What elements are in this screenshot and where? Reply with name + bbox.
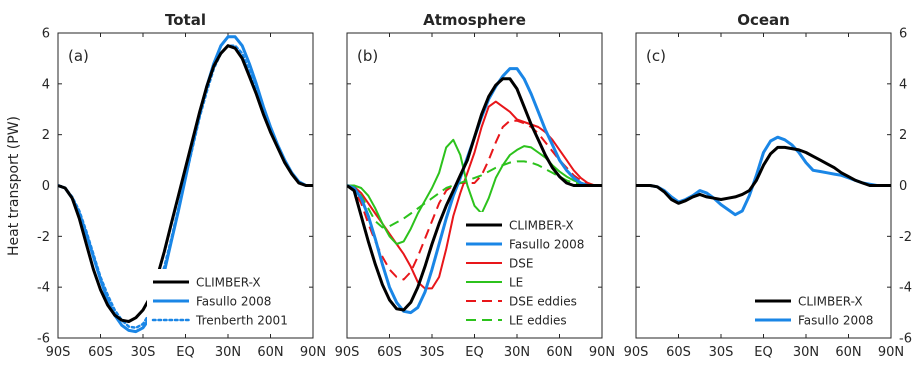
x-tick-label: 60N <box>835 345 861 360</box>
x-tick-label: 90N <box>589 345 615 360</box>
chart-title: Ocean <box>737 11 790 29</box>
legend: CLIMBER-X Fasullo 2008 DSE LE DSE eddies LE e… <box>460 212 596 334</box>
x-tick-label: 30S <box>131 345 156 360</box>
y-tick-label: 2 <box>42 128 50 143</box>
y-tick-label: 0 <box>42 179 50 194</box>
series-line-dse-eddies <box>347 119 602 281</box>
y-axis-label: Heat transport (PW) <box>6 116 22 256</box>
x-tick-label: 60S <box>666 345 691 360</box>
legend: CLIMBER-X Fasullo 2008 <box>749 288 885 334</box>
legend-entry: Fasullo 2008 <box>509 238 584 252</box>
legend-entry: DSE <box>509 257 533 271</box>
x-tick-label: 60N <box>546 345 572 360</box>
panel-label: (c) <box>646 47 666 65</box>
y-tick-label: -4 <box>899 281 912 296</box>
y-tick-label: -2 <box>37 230 50 245</box>
panel-ocean: Ocean (c) 90S 60S 30S EQ 30N 60N 90N-6 -4 -2 0 2 4 6 CL… <box>624 11 912 360</box>
legend-entry: Fasullo 2008 <box>798 314 873 328</box>
x-tick-label: 90S <box>624 345 649 360</box>
x-tick-label: EQ <box>754 345 772 360</box>
y-tick-label: -4 <box>37 281 50 296</box>
x-tick-label: 60S <box>88 345 113 360</box>
legend: CLIMBER-X Fasullo 2008 Trenberth 2001 <box>147 269 307 334</box>
series-line-climber-x <box>636 145 891 205</box>
legend-entry: LE eddies <box>509 314 567 328</box>
x-tick-label: 30S <box>420 345 445 360</box>
legend-entry: LE <box>509 276 523 290</box>
legend-entry: CLIMBER-X <box>509 219 574 233</box>
y-tick-label: -6 <box>899 332 912 347</box>
x-tick-label: 90N <box>300 345 326 360</box>
y-tick-label: 2 <box>899 128 907 143</box>
legend-box <box>460 212 596 334</box>
series-line-climber-x <box>58 44 313 323</box>
x-tick-label: 60S <box>377 345 402 360</box>
series-line-climber-x <box>347 77 602 312</box>
x-tick-label: 90N <box>878 345 904 360</box>
x-tick-label: 30N <box>215 345 241 360</box>
y-tick-label: -2 <box>899 230 912 245</box>
series-line-le-eddies <box>347 160 602 229</box>
x-tick-label: 90S <box>335 345 360 360</box>
y-tick-label: 6 <box>899 27 907 42</box>
legend-entry: CLIMBER-X <box>196 276 261 290</box>
series-line-dse <box>347 100 602 290</box>
chart-title: Atmosphere <box>423 11 526 29</box>
x-tick-label: EQ <box>465 345 483 360</box>
legend-entry: CLIMBER-X <box>798 295 863 309</box>
x-tick-label: EQ <box>176 345 194 360</box>
axes-box <box>635 32 892 339</box>
legend-entry: Fasullo 2008 <box>196 295 271 309</box>
panel-label: (a) <box>68 47 89 65</box>
panel-total: Total (a) 90S 60S 30S EQ 30N 60N 90N -6 -4 -2 0 2 4 6 CL… <box>37 11 326 360</box>
legend-box <box>749 288 885 334</box>
y-tick-label: 4 <box>42 77 50 92</box>
series-line-le <box>347 138 602 245</box>
y-tick-label: 0 <box>899 179 907 194</box>
x-tick-label: 30N <box>504 345 530 360</box>
panel-label: (b) <box>357 47 378 65</box>
x-tick-label: 30S <box>709 345 734 360</box>
legend-entry: Trenberth 2001 <box>195 314 288 328</box>
panel-atmosphere: Atmosphere (b) 90S 60S 30S EQ 30N 60N 90N CLIMBER… <box>335 11 616 360</box>
y-tick-label: 4 <box>899 77 907 92</box>
y-tick-label: -6 <box>37 332 50 347</box>
legend-entry: DSE eddies <box>509 295 577 309</box>
x-tick-label: 30N <box>793 345 819 360</box>
y-tick-label: 6 <box>42 27 50 42</box>
chart-title: Total <box>165 11 206 29</box>
x-tick-label: 60N <box>257 345 283 360</box>
x-tick-label: 90S <box>46 345 71 360</box>
